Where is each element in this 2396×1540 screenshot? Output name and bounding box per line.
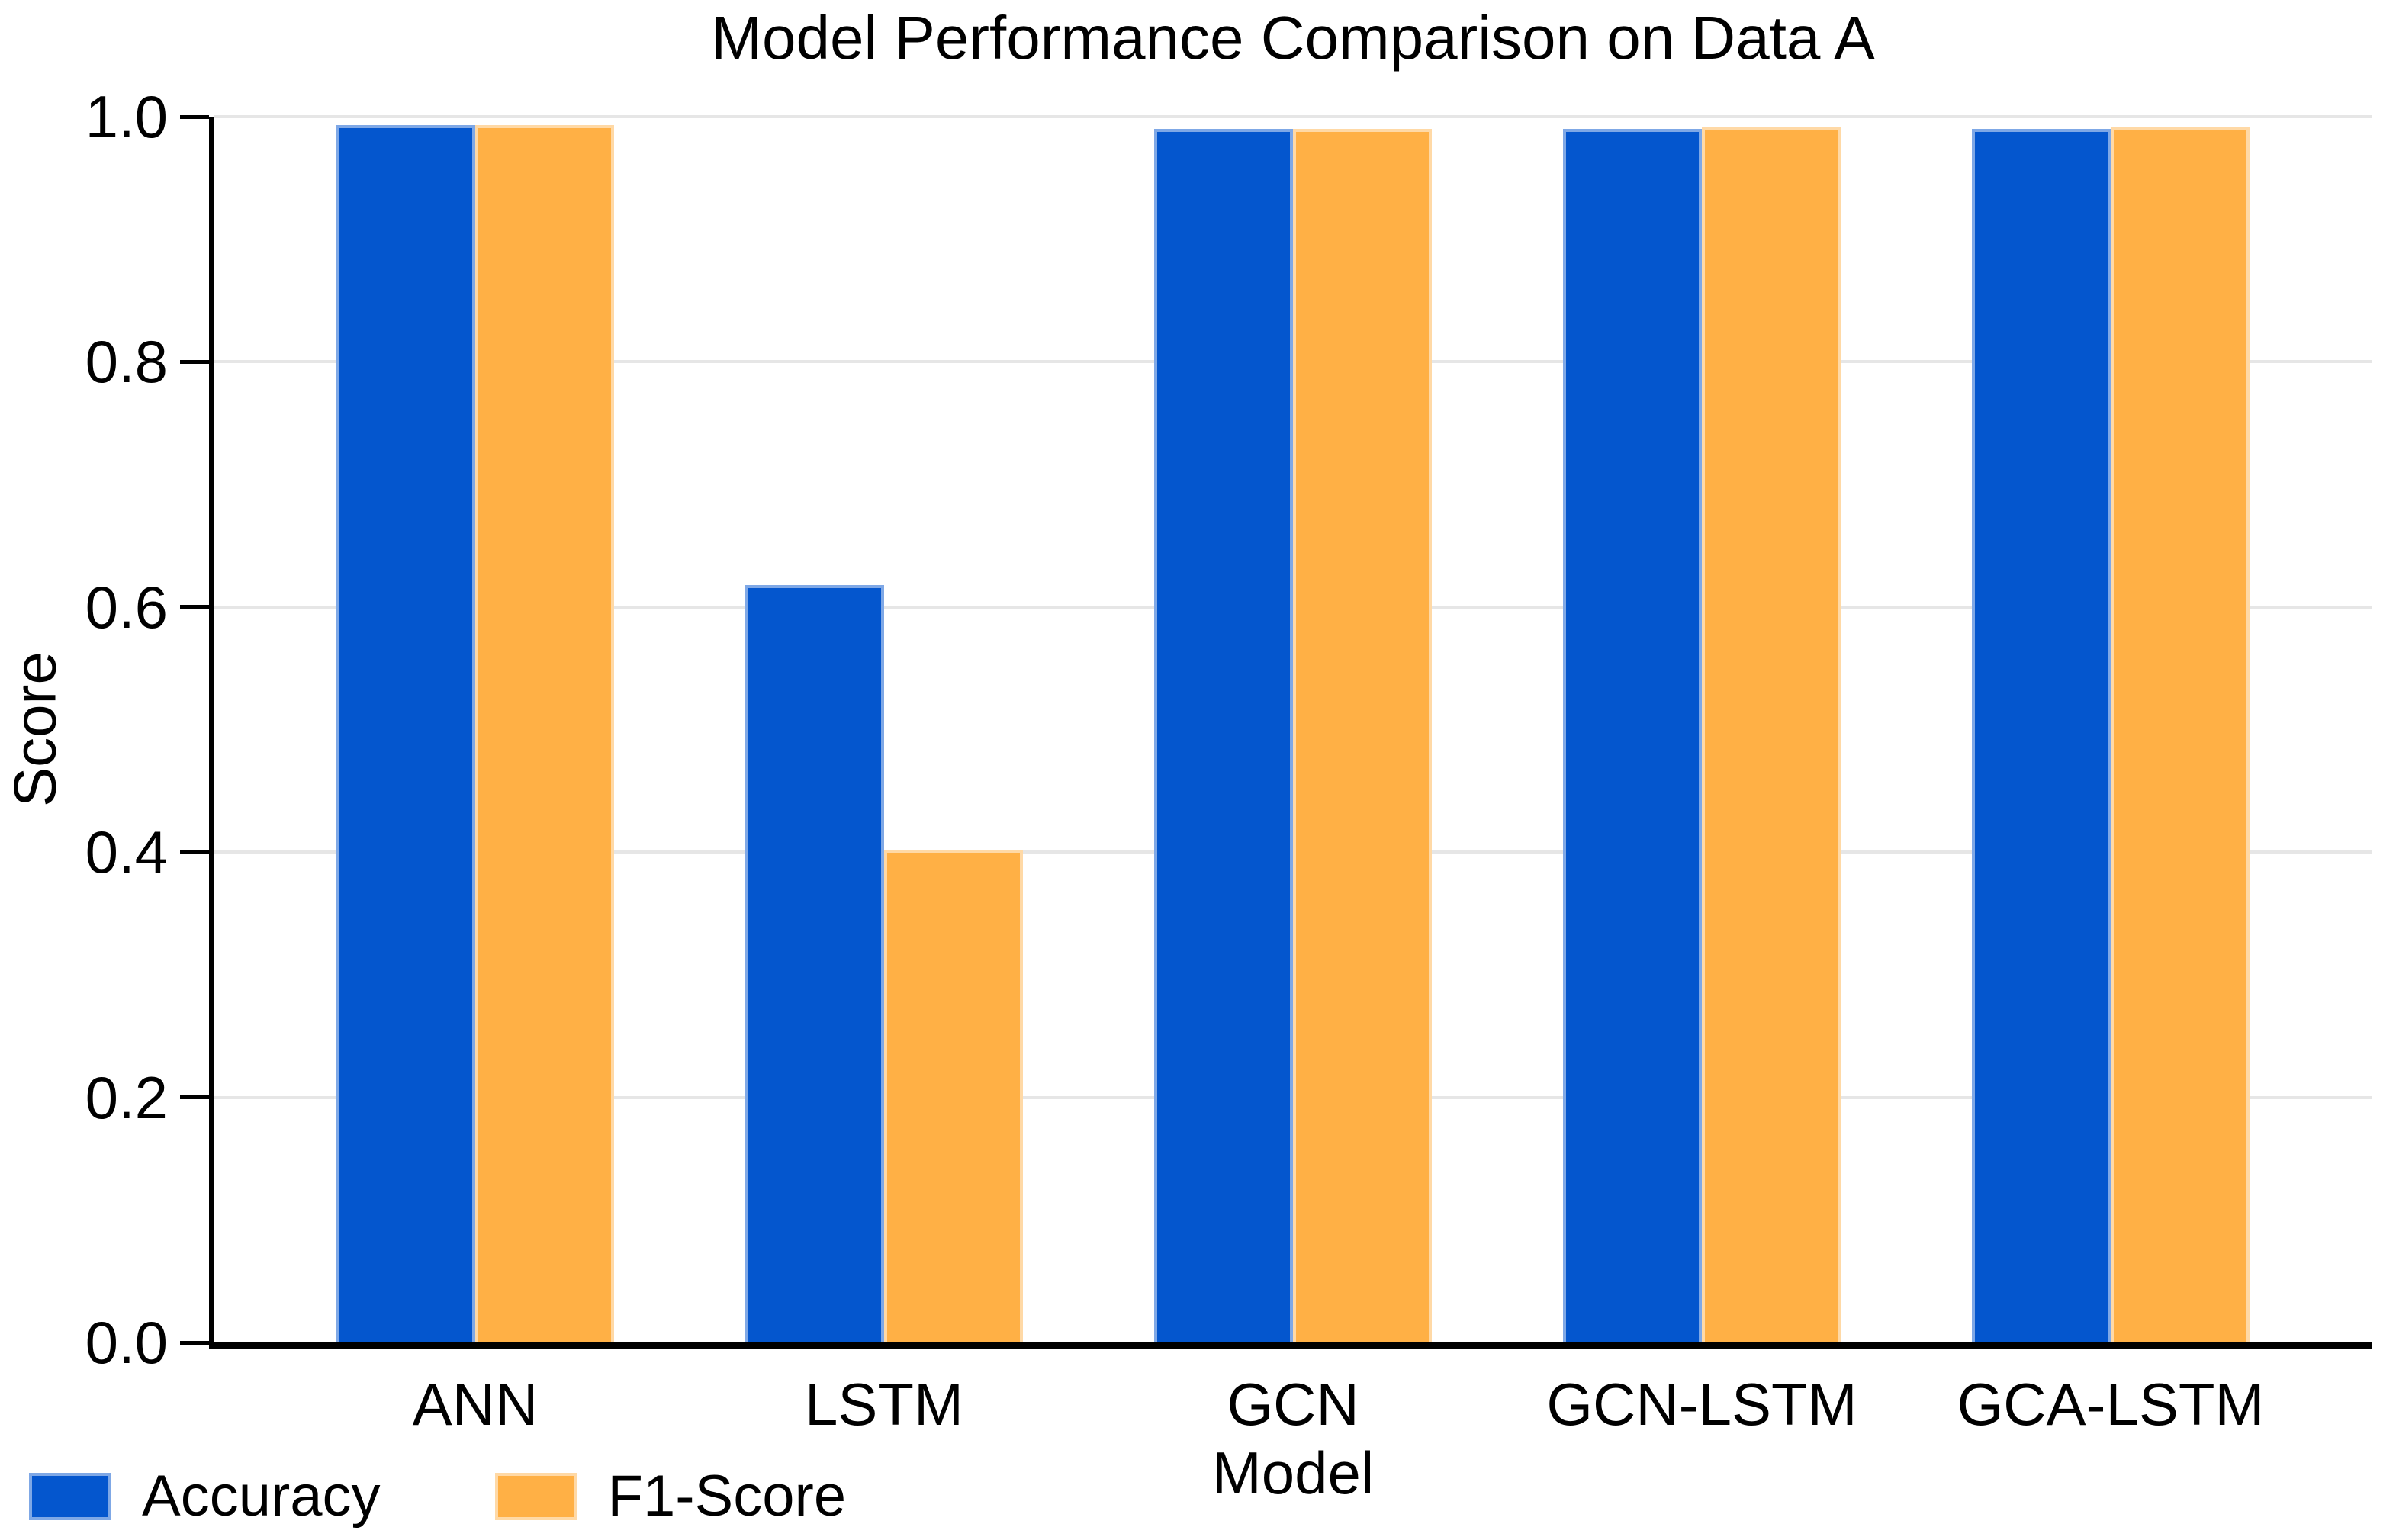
bar-GCA-LSTM-F1-Score — [2111, 127, 2250, 1342]
bar-ANN-Accuracy — [336, 125, 475, 1342]
bar-GCN-F1-Score — [1293, 129, 1432, 1342]
legend: Accuracy F1-Score — [29, 1468, 846, 1526]
chart-title: Model Performance Comparison on Data A — [711, 4, 1875, 72]
y-tick-label: 0.6 — [85, 573, 168, 641]
y-tick-label: 0.0 — [85, 1309, 168, 1376]
x-tick-label-GCN-LSTM: GCN-LSTM — [1546, 1371, 1857, 1438]
y-tick-mark — [180, 1340, 209, 1345]
legend-item-F1-Score: F1-Score — [494, 1464, 847, 1529]
x-tick-label-ANN: ANN — [412, 1371, 539, 1438]
bar-GCN-LSTM-F1-Score — [1702, 127, 1841, 1342]
plot-area: 0.0 0.2 0.4 0.6 0.8 1.0 ANN LSTM GCN GCN-LSTM GCA-… — [85, 87, 2372, 1434]
y-axis-spine — [209, 117, 214, 1349]
bar-LSTM-F1-Score — [884, 850, 1023, 1342]
y-tick-mark — [180, 1095, 209, 1100]
gridline-y-1.0 — [214, 115, 2372, 118]
y-tick-mark — [180, 605, 209, 609]
legend-swatch-Accuracy — [29, 1473, 111, 1520]
legend-item-Accuracy: Accuracy — [29, 1468, 381, 1526]
y-tick-label: 0.4 — [85, 818, 168, 886]
legend-swatch-F1-Score — [494, 1473, 577, 1520]
y-axis-label: Score — [1, 651, 69, 807]
y-tick-mark — [180, 114, 209, 119]
x-axis-spine — [209, 1342, 2372, 1349]
bar-LSTM-Accuracy — [745, 585, 884, 1342]
y-tick-label: 0.8 — [85, 328, 168, 396]
x-tick-label-GCA-LSTM: GCA-LSTM — [1957, 1371, 2265, 1438]
y-tick-mark — [180, 359, 209, 364]
bar-GCA-LSTM-Accuracy — [1972, 129, 2111, 1342]
x-axis-label: Model — [1211, 1439, 1375, 1506]
x-tick-label-LSTM: LSTM — [804, 1371, 964, 1438]
legend-label: F1-Score — [607, 1464, 847, 1529]
y-tick-label: 1.0 — [85, 83, 168, 150]
x-tick-label-GCN: GCN — [1227, 1371, 1359, 1438]
legend-label: Accuracy — [142, 1464, 381, 1529]
y-tick-label: 0.2 — [85, 1063, 168, 1131]
bar-ANN-F1-Score — [475, 125, 614, 1342]
bar-GCN-LSTM-Accuracy — [1563, 129, 1702, 1342]
y-tick-mark — [180, 850, 209, 854]
bar-GCN-Accuracy — [1154, 129, 1293, 1342]
